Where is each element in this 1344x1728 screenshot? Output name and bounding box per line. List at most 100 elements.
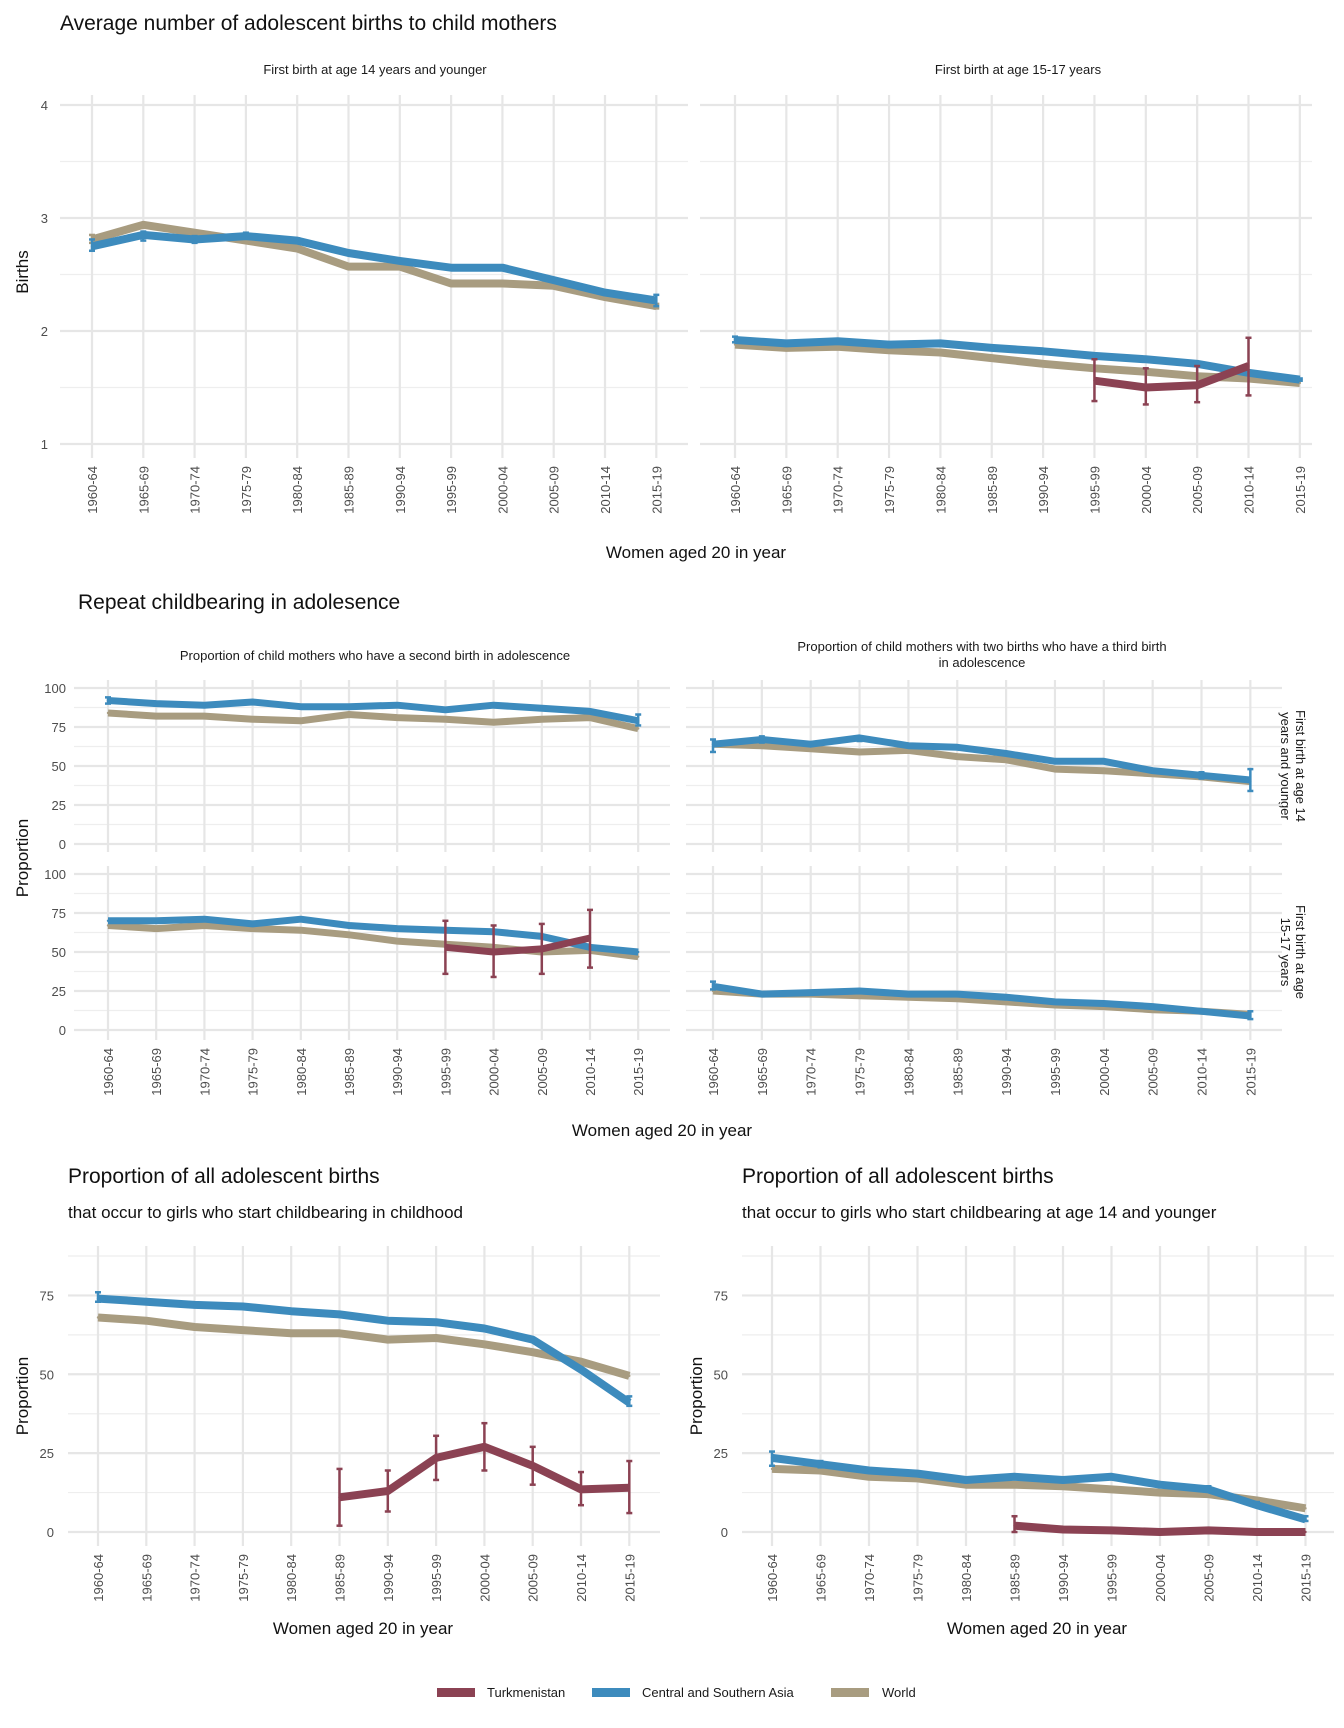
data-point-world xyxy=(155,927,158,930)
data-point-world xyxy=(299,719,302,722)
data-point-turkmenistan xyxy=(531,1464,534,1467)
data-point-world xyxy=(1041,362,1045,365)
data-point-world xyxy=(1061,1485,1065,1488)
data-point-central-and-southern-asia xyxy=(386,1319,389,1322)
data-point-central-and-southern-asia xyxy=(1053,1000,1057,1004)
data-point-central-and-southern-asia xyxy=(1151,1005,1154,1008)
data-point-world xyxy=(142,223,145,226)
data-point-central-and-southern-asia xyxy=(1041,350,1045,353)
data-point-turkmenistan xyxy=(540,947,543,951)
x-tick-label: 1980-84 xyxy=(294,1048,309,1096)
x-axis-title-section3-left: Women aged 20 in year xyxy=(273,1619,454,1638)
y-tick-label: 4 xyxy=(41,98,48,113)
data-point-central-and-southern-asia xyxy=(603,291,607,294)
x-tick-label: 1960-64 xyxy=(728,466,743,514)
data-point-central-and-southern-asia xyxy=(785,342,788,345)
x-tick-label: 2010-14 xyxy=(574,1554,589,1602)
data-point-central-and-southern-asia xyxy=(1110,1475,1113,1479)
data-point-central-and-southern-asia xyxy=(907,992,910,996)
data-point-world xyxy=(1053,767,1057,771)
data-point-central-and-southern-asia xyxy=(916,1472,919,1475)
data-point-central-and-southern-asia xyxy=(540,707,543,710)
data-point-central-and-southern-asia xyxy=(588,710,592,713)
data-point-world xyxy=(155,714,158,718)
data-point-central-and-southern-asia xyxy=(347,705,351,708)
x-tick-label: 1975-79 xyxy=(239,466,254,514)
x-tick-label: 2005-09 xyxy=(547,466,562,514)
x-tick-label: 1975-79 xyxy=(236,1554,251,1602)
data-point-world xyxy=(347,713,351,716)
data-point-central-and-southern-asia xyxy=(637,719,640,722)
data-point-central-and-southern-asia xyxy=(396,703,399,707)
data-point-central-and-southern-asia xyxy=(1207,1488,1210,1491)
x-tick-label: 2015-19 xyxy=(622,1554,637,1602)
data-point-central-and-southern-asia xyxy=(449,266,453,269)
legend-label-world: World xyxy=(882,1685,916,1700)
data-point-world xyxy=(867,1475,871,1479)
panel-second-birth-age14: 0 25 50 75 100 xyxy=(44,680,670,852)
data-point-turkmenistan xyxy=(1013,1524,1016,1527)
data-point-central-and-southern-asia xyxy=(579,1368,583,1371)
data-point-world xyxy=(386,1338,389,1341)
data-point-central-and-southern-asia xyxy=(193,238,196,241)
section3-left-subtitle: that occur to girls who start childbeari… xyxy=(68,1203,463,1222)
data-point-central-and-southern-asia xyxy=(434,1321,438,1324)
x-tick-label: 2005-09 xyxy=(1190,466,1205,514)
data-point-world xyxy=(241,1328,245,1332)
data-point-central-and-southern-asia xyxy=(241,1305,245,1308)
data-point-central-and-southern-asia xyxy=(155,702,158,705)
data-point-central-and-southern-asia xyxy=(628,1401,631,1404)
y-tick-label: 1 xyxy=(41,437,48,452)
x-tick-label: 1995-99 xyxy=(1087,466,1102,514)
x-tick-label: 2000-04 xyxy=(1097,1048,1112,1096)
panel-avg-births-age14: 1 2 3 4 1960-64 1965-69 1970-74 1975-79 1980-84 1… xyxy=(41,95,688,514)
data-point-world xyxy=(290,1332,293,1335)
x-tick-label: 2015-19 xyxy=(1243,1048,1258,1096)
x-tick-label: 1980-84 xyxy=(933,466,948,514)
x-tick-label: 1980-84 xyxy=(901,1048,916,1096)
x-tick-label: 1965-69 xyxy=(149,1048,164,1096)
series-line-central-and-southern-asia xyxy=(107,697,639,725)
series-line-turkmenistan xyxy=(1093,362,1250,392)
data-point-world xyxy=(637,727,640,730)
data-point-central-and-southern-asia xyxy=(733,338,737,342)
data-point-world xyxy=(501,282,504,285)
data-point-central-and-southern-asia xyxy=(347,251,350,255)
x-tick-label: 2000-04 xyxy=(487,1048,502,1096)
section2-title: Repeat childbearing in adolesence xyxy=(78,591,400,614)
data-point-central-and-southern-asia xyxy=(492,703,495,707)
data-point-world xyxy=(858,994,861,997)
data-point-world xyxy=(939,351,942,354)
data-point-central-and-southern-asia xyxy=(96,1297,100,1300)
legend-swatch-world xyxy=(831,1688,869,1697)
series-line-world xyxy=(107,922,639,961)
data-point-central-and-southern-asia xyxy=(1004,752,1008,755)
x-tick-label: 2000-04 xyxy=(1153,1554,1168,1602)
x-tick-label: 2010-14 xyxy=(1242,466,1257,514)
series-line-central-and-southern-asia xyxy=(712,982,1251,1020)
x-tick-label: 2010-14 xyxy=(1250,1554,1265,1602)
section3-right-subtitle: that occur to girls who start childbeari… xyxy=(742,1203,1217,1222)
section3-right-title: Proportion of all adolescent births xyxy=(742,1165,1054,1188)
data-point-world xyxy=(299,928,302,932)
data-point-central-and-southern-asia xyxy=(347,924,351,927)
data-point-central-and-southern-asia xyxy=(1158,1483,1162,1486)
svg-text:in adolescence: in adolescence xyxy=(939,655,1026,670)
x-tick-label: 1990-94 xyxy=(999,1048,1014,1096)
data-point-world xyxy=(809,747,812,751)
data-point-turkmenistan xyxy=(588,936,592,940)
y-axis-title-section3-right: Proportion xyxy=(687,1357,706,1435)
data-point-central-and-southern-asia xyxy=(1249,1014,1252,1018)
y-tick-label: 50 xyxy=(714,1367,728,1382)
data-point-world xyxy=(1304,1507,1307,1510)
x-tick-label: 2005-09 xyxy=(1202,1554,1217,1602)
data-point-world xyxy=(887,349,891,352)
y-tick-label: 3 xyxy=(41,211,48,226)
x-tick-label: 1990-94 xyxy=(1056,1554,1071,1602)
data-point-central-and-southern-asia xyxy=(655,299,658,302)
data-point-central-and-southern-asia xyxy=(483,1327,486,1330)
x-tick-label: 2005-09 xyxy=(535,1048,550,1096)
x-tick-label: 1965-69 xyxy=(139,1554,154,1602)
data-point-central-and-southern-asia xyxy=(711,985,715,988)
data-point-turkmenistan xyxy=(1304,1530,1307,1534)
